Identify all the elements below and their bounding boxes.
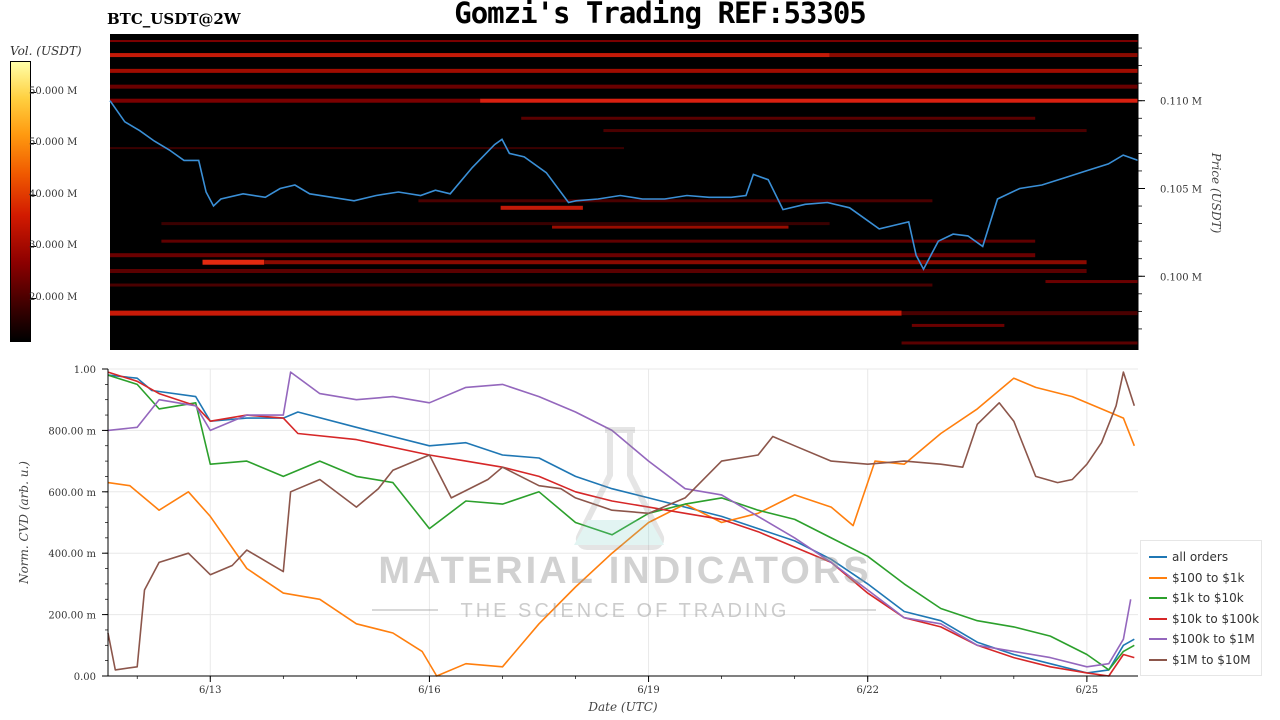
legend-swatch [1149, 597, 1167, 599]
y-tick-label: 1.00 [74, 365, 96, 376]
y-tick-label: 400.00 m [48, 549, 96, 560]
liquidity-band [552, 225, 789, 229]
liquidity-band [110, 147, 624, 150]
series-line [107, 374, 1135, 671]
legend-label: $1k to $10k [1172, 591, 1244, 605]
legend-item: $10k to $100k [1149, 609, 1259, 629]
price-tick-label: 0.110 M [1160, 97, 1202, 108]
price-tick-label: 0.105 M [1160, 184, 1202, 195]
legend-label: $1M to $10M [1172, 652, 1251, 667]
liquidity-band [264, 260, 1087, 265]
colorbar-tick [31, 92, 36, 93]
colorbar-tick [31, 298, 36, 299]
liquidity-band [480, 98, 1139, 103]
colorbar-tick-label: 40.000 M [29, 189, 78, 200]
liquidity-band [418, 199, 933, 203]
colorbar-label: Vol. (USDT) [10, 44, 82, 58]
liquidity-band [500, 205, 583, 210]
price-line [109, 100, 1139, 271]
x-tick-label: 6/22 [856, 685, 878, 696]
liquidity-band [521, 116, 1036, 120]
series-line [107, 371, 1136, 671]
legend-item: $100k to $1M [1149, 629, 1255, 649]
series-line [107, 377, 1136, 677]
colorbar-tick-label: 50.000 M [29, 137, 78, 148]
liquidity-band [110, 283, 933, 287]
legend-item: $1k to $10k [1149, 588, 1244, 608]
price-tick-label: 0.100 M [1160, 272, 1202, 283]
legend-swatch [1149, 556, 1167, 558]
x-axis-title: Date (UTC) [587, 700, 657, 714]
liquidity-band [911, 323, 1005, 327]
y-tick-label: 0.00 [74, 672, 96, 683]
legend-item: all orders [1149, 547, 1228, 567]
legend-item: $1M to $10M [1149, 650, 1251, 670]
y-tick-label: 600.00 m [48, 488, 96, 499]
liquidity-band [161, 222, 830, 226]
x-tick-label: 6/25 [1076, 685, 1098, 696]
legend-swatch [1149, 617, 1167, 620]
legend-item: $100 to $1k [1149, 568, 1244, 588]
chart-legend: all orders $100 to $1k $1k to $10k $10k to … [1140, 540, 1262, 676]
liquidity-band [110, 84, 1138, 89]
series-line [107, 374, 1135, 674]
liquidity-band [110, 98, 481, 103]
y-tick-label: 200.00 m [48, 611, 96, 622]
colorbar-tick-label: 20.000 M [29, 292, 78, 303]
series-line [107, 371, 1132, 668]
colorbar-tick [31, 246, 36, 247]
volume-colorbar [10, 61, 31, 342]
liquidity-band [110, 310, 902, 316]
x-tick-label: 6/16 [418, 685, 440, 696]
pair-label: BTC_USDT@2W [107, 10, 241, 28]
price-axis-title: Price (USDT) [1209, 152, 1223, 234]
legend-label: $100k to $1M [1172, 632, 1255, 646]
liquidity-band [110, 40, 1138, 43]
x-tick-label: 6/19 [637, 685, 659, 696]
liquidity-band [110, 269, 1087, 273]
legend-label: $100 to $1k [1172, 570, 1245, 585]
y-axis-title: Norm. CVD (arb. u.) [17, 461, 31, 585]
legend-swatch [1149, 576, 1167, 579]
colorbar-tick-label: 50.000 M [29, 86, 78, 97]
legend-swatch [1149, 638, 1167, 640]
liquidity-band [829, 53, 1138, 58]
liquidity-band [161, 239, 1036, 243]
legend-swatch [1149, 658, 1167, 661]
y-tick-label: 800.00 m [48, 426, 96, 437]
colorbar-tick [31, 195, 36, 196]
liquidity-band [110, 68, 1138, 73]
liquidity-band [901, 341, 1138, 345]
chart-title: Gomzi's Trading REF:53305 [454, 0, 867, 30]
liquidity-band [1045, 280, 1138, 284]
liquidity-band [110, 253, 1036, 258]
legend-label: $10k to $100k [1172, 611, 1260, 626]
orderbook-heatmap: 0.100 M 0.105 M 0.110 M Price (USDT) [109, 34, 1223, 350]
liquidity-band [901, 311, 1138, 316]
liquidity-band [603, 129, 1087, 133]
legend-label: all orders [1172, 550, 1229, 564]
x-tick-label: 6/13 [199, 685, 221, 696]
liquidity-band [202, 259, 265, 265]
colorbar-tick-label: 30.000 M [29, 240, 78, 251]
liquidity-band [110, 53, 830, 58]
colorbar-tick [31, 143, 36, 144]
